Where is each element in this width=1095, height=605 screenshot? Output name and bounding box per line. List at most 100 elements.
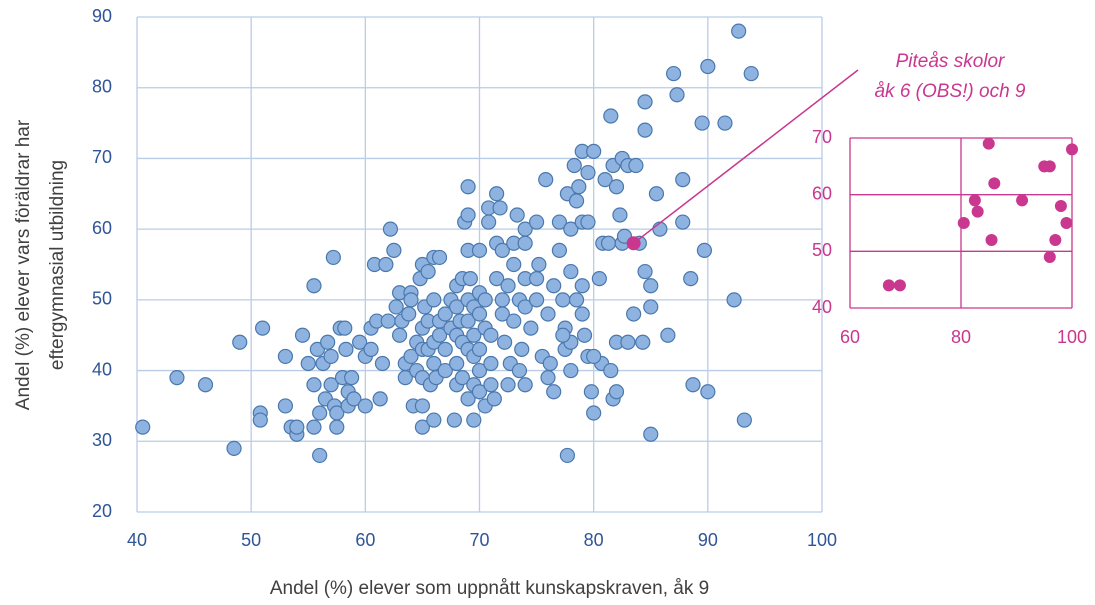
x-tick-label: 60 xyxy=(840,327,860,347)
point xyxy=(1016,194,1029,207)
point xyxy=(597,172,613,188)
point xyxy=(169,370,185,386)
point xyxy=(685,377,701,393)
point xyxy=(620,334,636,350)
point xyxy=(494,242,510,258)
point xyxy=(576,327,593,343)
point xyxy=(323,377,339,393)
point xyxy=(528,214,545,230)
point xyxy=(660,327,676,343)
x-tick-label: 80 xyxy=(951,327,971,347)
point xyxy=(531,256,547,273)
point xyxy=(483,327,499,343)
point xyxy=(483,355,499,372)
point xyxy=(460,313,476,329)
point xyxy=(277,398,294,414)
point xyxy=(603,108,619,124)
point xyxy=(542,355,558,372)
point xyxy=(736,412,752,428)
point xyxy=(568,292,585,308)
point xyxy=(551,214,568,230)
point xyxy=(135,419,151,435)
point xyxy=(1043,251,1056,263)
x-tick-label: 90 xyxy=(698,530,718,550)
point xyxy=(320,334,336,350)
point xyxy=(982,137,995,150)
point xyxy=(506,256,522,273)
point xyxy=(563,362,579,379)
point xyxy=(546,278,562,294)
point xyxy=(626,306,642,322)
point xyxy=(306,377,322,393)
point xyxy=(1054,200,1067,212)
point xyxy=(489,271,505,287)
point xyxy=(252,412,268,428)
point xyxy=(957,217,970,229)
point xyxy=(386,242,402,258)
point xyxy=(329,405,345,421)
point xyxy=(492,200,508,216)
point xyxy=(486,391,502,407)
point xyxy=(563,263,579,280)
point xyxy=(694,115,710,131)
point xyxy=(494,292,510,308)
point xyxy=(312,405,328,421)
point xyxy=(471,341,488,357)
point xyxy=(566,157,582,174)
point xyxy=(528,271,545,287)
y-tick-label: 70 xyxy=(812,127,832,147)
y-tick-label: 40 xyxy=(812,297,832,317)
point xyxy=(637,122,653,138)
point xyxy=(466,412,482,428)
point xyxy=(669,87,685,103)
y-tick-label: 40 xyxy=(92,359,112,379)
point xyxy=(743,65,759,82)
y-tick-label: 80 xyxy=(92,76,112,96)
annotation: Piteås skolor xyxy=(896,51,1005,72)
point xyxy=(637,263,653,280)
point xyxy=(431,249,448,266)
point xyxy=(568,193,585,209)
y-tick-label: 50 xyxy=(92,289,112,309)
point xyxy=(635,334,651,350)
point xyxy=(437,362,453,379)
point xyxy=(563,221,579,237)
point xyxy=(1066,143,1078,156)
point xyxy=(372,391,388,407)
point xyxy=(344,370,360,386)
point xyxy=(586,348,602,365)
point xyxy=(517,377,533,393)
point xyxy=(477,292,493,308)
point xyxy=(382,221,399,237)
point xyxy=(449,355,465,372)
y-tick-label: 90 xyxy=(92,6,112,26)
point xyxy=(591,271,607,287)
point xyxy=(643,299,659,315)
point xyxy=(363,341,379,357)
point xyxy=(346,391,362,407)
point xyxy=(232,334,248,350)
point xyxy=(506,313,522,329)
point xyxy=(731,23,747,39)
point xyxy=(426,292,442,308)
point xyxy=(586,143,602,159)
y-axis-title: eftergymnasial utbildning xyxy=(47,160,68,370)
point xyxy=(420,263,436,280)
point xyxy=(665,65,682,82)
point xyxy=(514,341,530,357)
x-tick-label: 50 xyxy=(241,530,261,550)
point xyxy=(483,377,499,393)
point xyxy=(471,362,488,379)
point xyxy=(528,292,545,308)
point xyxy=(717,115,733,131)
point xyxy=(401,306,417,322)
point xyxy=(352,334,368,350)
point xyxy=(414,398,431,414)
point xyxy=(726,292,742,308)
point xyxy=(603,362,619,379)
point xyxy=(571,179,587,195)
point xyxy=(511,362,528,379)
point xyxy=(700,384,716,400)
x-tick-label: 80 xyxy=(584,530,604,550)
